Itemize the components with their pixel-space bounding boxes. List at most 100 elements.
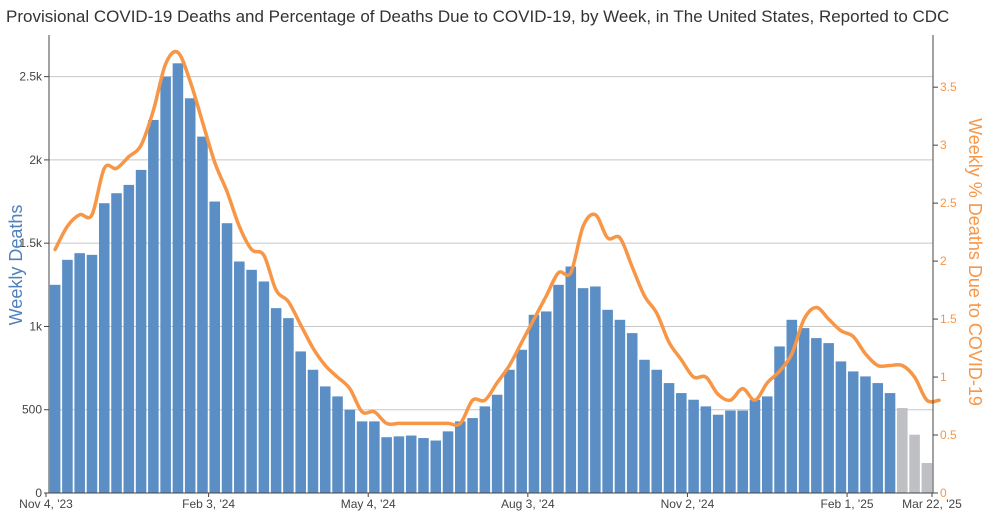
bar <box>221 223 233 494</box>
bar <box>319 386 331 493</box>
bar <box>516 349 527 493</box>
bar <box>712 414 724 493</box>
bar <box>688 399 699 493</box>
bar <box>491 394 503 493</box>
bar <box>381 437 392 493</box>
bar <box>307 369 319 493</box>
bar <box>86 254 98 493</box>
bar <box>897 408 908 493</box>
bar <box>356 421 368 493</box>
bar <box>295 351 306 493</box>
chart-title: Provisional COVID-19 Deaths and Percenta… <box>6 7 949 26</box>
bar <box>737 410 748 493</box>
bar <box>172 63 184 493</box>
bar <box>835 361 847 493</box>
bar <box>98 203 110 493</box>
bar <box>884 393 896 493</box>
y2-tick-label: 0 <box>940 486 947 500</box>
y-axis-label-right: Weekly % Deaths Due to COVID-19 <box>965 118 985 406</box>
bar <box>823 343 834 493</box>
bar <box>540 311 552 493</box>
bar <box>749 399 761 493</box>
y2-tick-label: 1.5 <box>940 312 957 326</box>
y2-tick-label: 1 <box>940 370 947 384</box>
bar <box>479 406 491 493</box>
bar <box>860 376 871 493</box>
bar <box>197 136 208 494</box>
bar <box>160 76 171 494</box>
y-tick-label: 0 <box>35 486 42 500</box>
y-tick-label: 2.5k <box>19 70 43 84</box>
bar <box>565 266 577 493</box>
x-tick-label: Aug 3, '24 <box>501 497 555 511</box>
bar <box>774 346 785 493</box>
bar <box>209 201 221 493</box>
bar <box>725 410 736 493</box>
y-tick-label: 1.5k <box>19 236 43 250</box>
bar <box>455 421 466 493</box>
bar <box>676 393 687 493</box>
y2-tick-label: 3 <box>940 138 947 152</box>
bar <box>332 396 343 493</box>
bar <box>847 371 859 493</box>
bar <box>467 418 478 493</box>
bar <box>393 436 405 493</box>
y2-tick-label: 3.5 <box>940 80 957 94</box>
y2-tick-label: 0.5 <box>940 428 957 442</box>
y2-tick-label: 2 <box>940 254 947 268</box>
bar <box>111 193 122 493</box>
bar <box>786 319 798 493</box>
gridlines <box>49 76 933 411</box>
x-tick-label: May 4, '24 <box>341 497 396 511</box>
bar <box>344 409 356 493</box>
bar <box>798 328 810 493</box>
y2-tick-label: 2.5 <box>940 196 957 210</box>
bar <box>614 319 626 493</box>
y-axis-label-left: Weekly Deaths <box>6 205 26 326</box>
bar <box>602 309 613 493</box>
x-tick-label: Feb 1, '25 <box>821 497 874 511</box>
bar <box>74 253 85 493</box>
x-tick-label: Feb 3, '24 <box>182 497 235 511</box>
bar <box>270 308 282 493</box>
y-tick-label: 500 <box>22 403 42 417</box>
bar <box>430 440 442 493</box>
bar <box>590 286 601 493</box>
bar <box>49 284 61 493</box>
bar <box>234 261 245 493</box>
line-path <box>53 49 941 427</box>
bar <box>577 288 589 493</box>
x-tick-label: Mar 22, '25 <box>902 497 962 511</box>
bar <box>504 369 515 493</box>
bar <box>872 383 884 493</box>
axes: 0 500 1k 1.5k 2k 2.5k 0 0.5 1 1.5 2 2.5 3 3.5 Nov 4, '… <box>19 35 962 511</box>
bar <box>639 359 650 493</box>
x-tick-label: Nov 4, '23 <box>19 497 73 511</box>
bar <box>553 284 564 493</box>
bar <box>369 421 380 493</box>
bar <box>418 438 429 493</box>
bar-series <box>49 63 933 494</box>
bar <box>258 281 270 493</box>
y-tick-label: 2k <box>29 153 43 167</box>
x-tick-label: Nov 2, '24 <box>661 497 715 511</box>
bar <box>761 396 773 493</box>
bar <box>909 434 920 493</box>
line-series <box>53 49 941 427</box>
bar <box>651 369 663 493</box>
bar <box>123 184 135 493</box>
y-tick-label: 1k <box>29 319 43 333</box>
bar <box>663 383 675 493</box>
bar <box>921 463 933 493</box>
bar <box>811 338 822 493</box>
bar <box>148 119 159 494</box>
bar <box>405 435 417 493</box>
bar <box>283 318 294 493</box>
bar <box>442 431 454 493</box>
bar <box>246 269 257 493</box>
bar <box>184 98 196 494</box>
bar <box>62 259 73 493</box>
bar <box>135 169 147 493</box>
